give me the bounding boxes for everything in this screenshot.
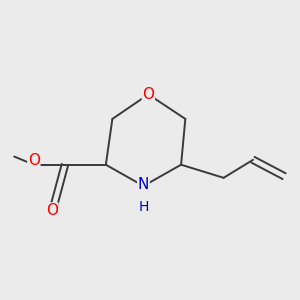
Text: N: N — [138, 177, 149, 192]
Text: O: O — [28, 153, 40, 168]
Text: H: H — [138, 200, 148, 214]
Text: O: O — [142, 87, 154, 102]
Text: O: O — [46, 203, 58, 218]
